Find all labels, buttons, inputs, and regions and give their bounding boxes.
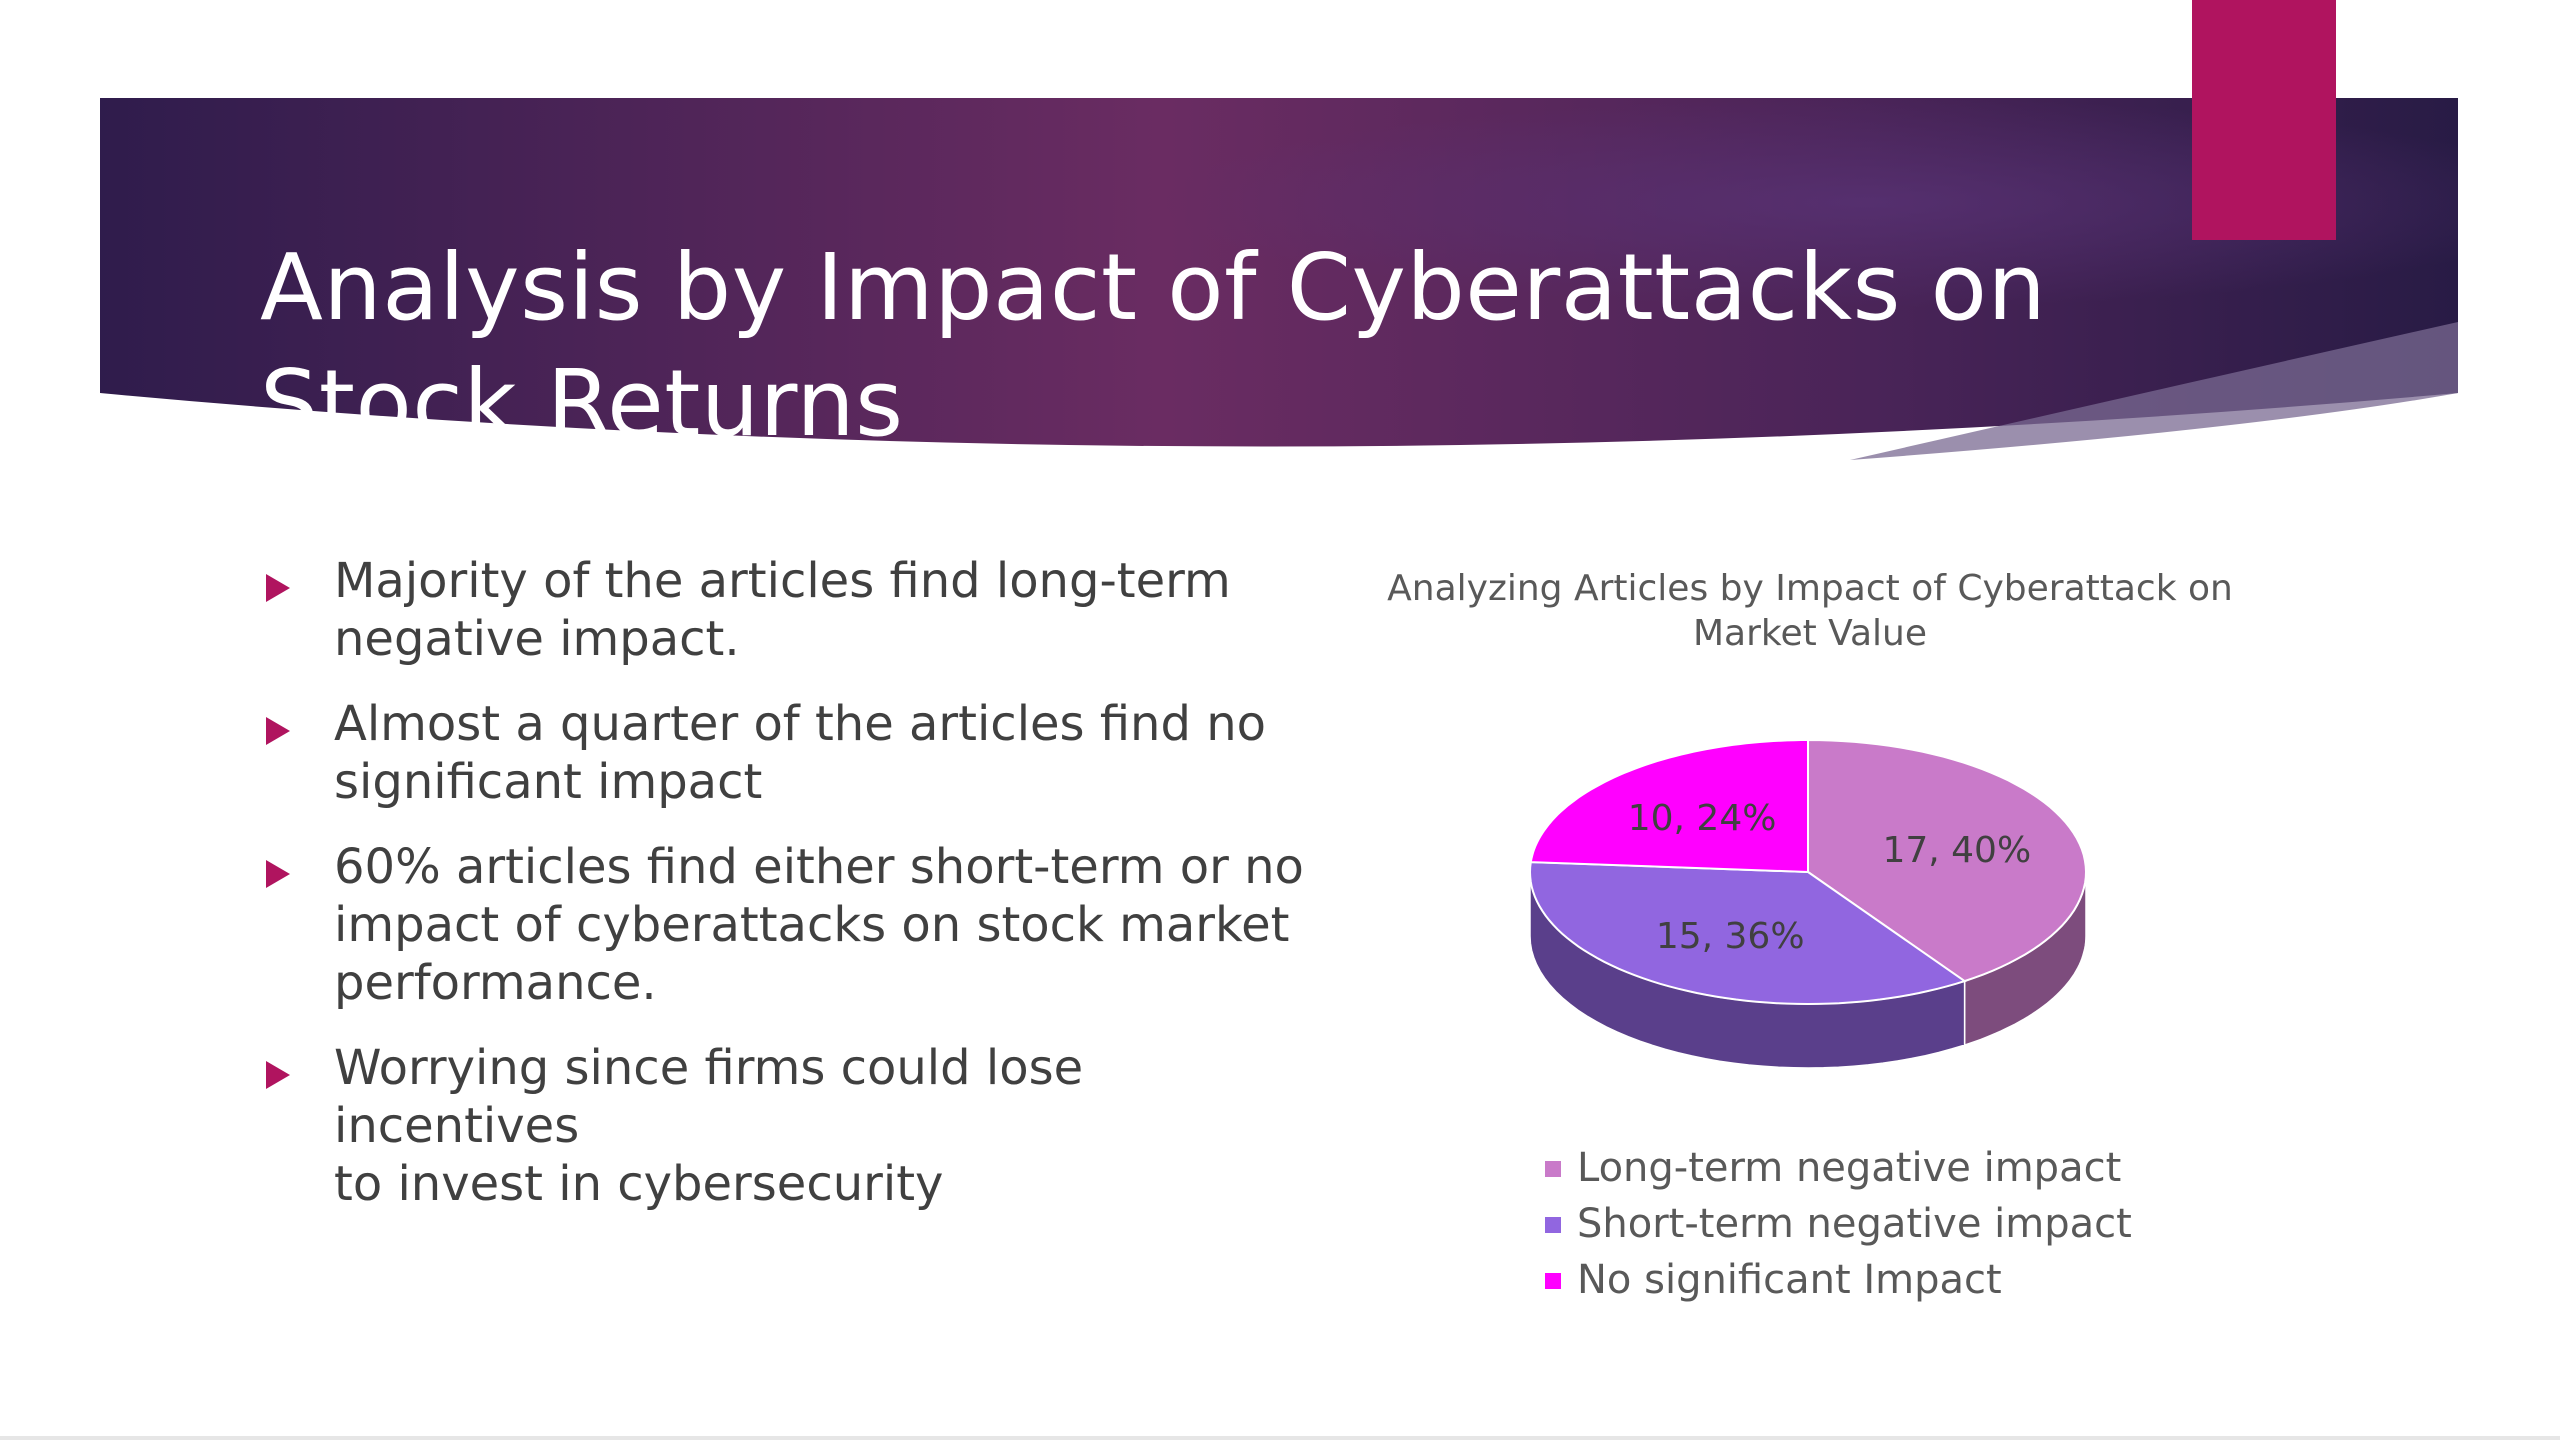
legend-swatch — [1545, 1161, 1561, 1177]
legend-item: No significant Impact — [1545, 1252, 2132, 1308]
bullet-list: Majority of the articles find long-term … — [260, 552, 1320, 1240]
slide-title-line: Analysis by Impact of Cyberattacks on — [260, 233, 2047, 341]
legend-label: No significant Impact — [1577, 1257, 2002, 1303]
title-banner — [100, 0, 2458, 460]
chart-title: Analyzing Articles by Impact of Cyberatt… — [1340, 566, 2280, 656]
legend-item: Short-term negative impact — [1545, 1196, 2132, 1252]
legend-label: Short-term negative impact — [1577, 1201, 2132, 1247]
slide-title-line: Stock Returns — [260, 349, 904, 457]
bullet-line: Majority of the articles find long-term — [334, 553, 1231, 609]
triangle-bullet-icon — [266, 717, 290, 745]
bullet-line: significant impact — [334, 754, 763, 810]
bullet-line: to invest in cybersecurity — [334, 1156, 944, 1212]
chart-title-line: Market Value — [1692, 613, 1928, 654]
pie-slice — [1529, 739, 1809, 874]
triangle-bullet-icon — [266, 860, 290, 888]
accent-tab — [2192, 0, 2336, 240]
bullet-item: Majority of the articles find long-term … — [260, 552, 1320, 668]
bullet-item: Worrying since firms could lose incentiv… — [260, 1039, 1320, 1213]
triangle-bullet-icon — [266, 1061, 290, 1089]
bullet-line: impact of cyberattacks on stock market — [334, 897, 1290, 953]
pie-data-label: 10, 24% — [1628, 798, 1777, 839]
chart-legend: Long-term negative impact Short-term nega… — [1545, 1140, 2132, 1308]
bullet-item: Almost a quarter of the articles find no… — [260, 695, 1320, 811]
bullet-line: Worrying since firms could lose incentiv… — [334, 1040, 1084, 1154]
pie-chart: 17, 40% 15, 36% 10, 24% — [1528, 738, 2088, 1069]
pie-slice — [1528, 861, 1967, 1006]
triangle-bullet-icon — [266, 574, 290, 602]
pie-data-label: 15, 36% — [1656, 916, 1805, 957]
bullet-line: 60% articles find either short-term or n… — [334, 839, 1304, 895]
legend-item: Long-term negative impact — [1545, 1140, 2132, 1196]
pie-slice — [1807, 738, 2088, 983]
legend-swatch — [1545, 1273, 1561, 1289]
bullet-line: negative impact. — [334, 611, 740, 667]
bullet-line: performance. — [334, 955, 657, 1011]
pie-data-label: 17, 40% — [1882, 830, 2031, 871]
bottom-divider — [0, 1436, 2560, 1440]
legend-swatch — [1545, 1217, 1561, 1233]
chart-title-line: Analyzing Articles by Impact of Cyberatt… — [1387, 568, 2233, 609]
bullet-item: 60% articles find either short-term or n… — [260, 838, 1320, 1012]
legend-label: Long-term negative impact — [1577, 1145, 2122, 1191]
bullet-line: Almost a quarter of the articles find no — [334, 696, 1266, 752]
slide-title: Analysis by Impact of Cyberattacks on St… — [260, 230, 2160, 462]
